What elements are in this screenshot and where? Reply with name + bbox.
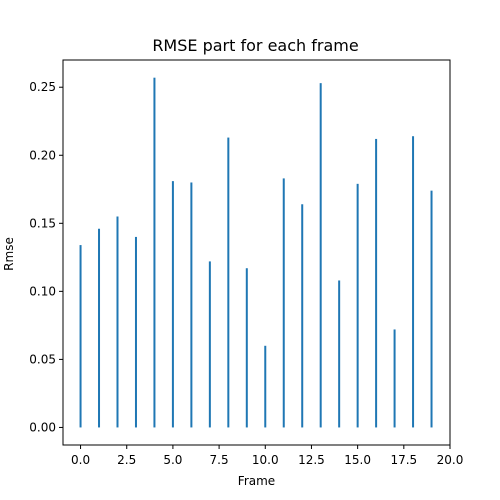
x-tick-label: 10.0	[252, 453, 279, 467]
y-tick-label: 0.05	[29, 352, 56, 366]
x-tick-label: 17.5	[390, 453, 417, 467]
bar-frame-8	[227, 137, 230, 428]
bar-frame-16	[375, 138, 378, 428]
bar-frame-0	[79, 245, 82, 428]
bar-frame-7	[208, 261, 211, 428]
bar-series	[79, 77, 433, 428]
bar-frame-14	[338, 280, 341, 428]
bar-frame-15	[356, 183, 359, 428]
y-tick-label: 0.25	[29, 80, 56, 94]
x-tick-label: 15.0	[344, 453, 371, 467]
x-axis-ticks: 0.0 2.5 5.0 7.5 10.0 12.5 15.0 17.5 20.0	[71, 445, 463, 467]
bar-frame-13	[319, 83, 322, 428]
bar-frame-4	[153, 77, 156, 428]
bar-frame-2	[116, 216, 119, 428]
bar-frame-6	[190, 182, 193, 428]
x-axis-label: Frame	[238, 474, 275, 488]
bar-frame-18	[412, 136, 415, 428]
plot-frame	[62, 59, 451, 446]
bar-frame-17	[393, 329, 396, 428]
y-tick-label: 0.00	[29, 420, 56, 434]
x-tick-label: 20.0	[437, 453, 464, 467]
x-tick-label: 5.0	[163, 453, 182, 467]
y-axis-ticks: 0.00 0.05 0.10 0.15 0.20 0.25	[29, 80, 63, 434]
y-tick-label: 0.10	[29, 284, 56, 298]
y-axis-label: Rmse	[2, 237, 16, 271]
x-tick-label: 0.0	[71, 453, 90, 467]
bar-frame-10	[264, 345, 267, 428]
chart-title: RMSE part for each frame	[152, 36, 358, 55]
bar-frame-3	[134, 236, 137, 428]
bar-frame-11	[282, 178, 285, 428]
bar-frame-12	[301, 204, 304, 428]
y-tick-label: 0.15	[29, 216, 56, 230]
bar-frame-5	[171, 181, 174, 428]
y-tick-label: 0.20	[29, 148, 56, 162]
x-tick-label: 7.5	[210, 453, 229, 467]
bar-frame-19	[430, 190, 433, 428]
bar-frame-1	[98, 228, 101, 428]
x-tick-label: 12.5	[298, 453, 325, 467]
bar-frame-9	[245, 268, 248, 428]
x-tick-label: 2.5	[117, 453, 136, 467]
